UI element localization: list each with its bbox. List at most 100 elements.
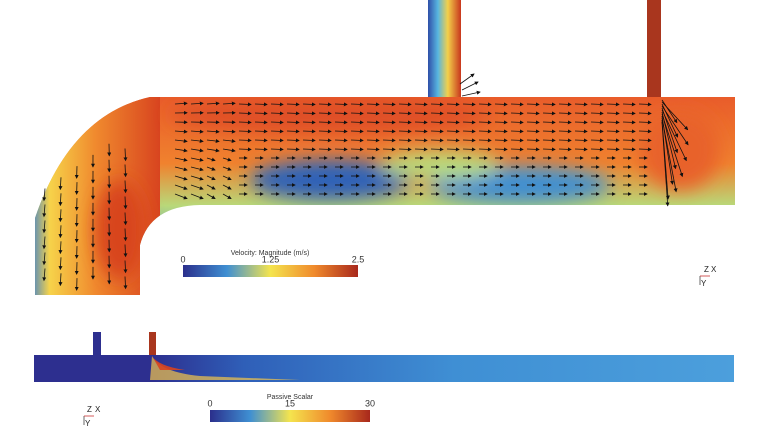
- inlet-pipe: [428, 0, 461, 105]
- inlet-stub: [93, 332, 101, 356]
- flow-arrow: [542, 120, 556, 125]
- flow-arrow: [302, 129, 316, 134]
- flow-arrow: [366, 120, 380, 125]
- flow-arrow: [174, 157, 188, 162]
- flow-arrow: [462, 138, 476, 143]
- flow-arrow: [58, 177, 63, 191]
- flow-arrow: [510, 120, 524, 125]
- flow-arrow: [574, 111, 588, 116]
- flow-arrow: [622, 138, 636, 143]
- flow-arrow: [459, 73, 475, 85]
- flow-arrow: [414, 111, 428, 116]
- flow-arrow: [222, 166, 232, 171]
- scalar-field: [34, 332, 734, 382]
- flow-arrow: [270, 102, 284, 107]
- flow-arrow: [270, 120, 284, 125]
- flow-arrow: [42, 220, 47, 234]
- flow-arrow: [222, 129, 236, 134]
- flow-arrow: [238, 138, 252, 143]
- flow-arrow: [526, 120, 540, 125]
- scalar-plume: [150, 356, 300, 380]
- flow-arrow: [254, 129, 268, 134]
- flow-arrow: [42, 188, 47, 202]
- flow-arrow: [382, 138, 396, 143]
- flow-arrow: [414, 102, 428, 107]
- flow-arrow: [526, 129, 540, 134]
- flow-arrow: [206, 139, 220, 144]
- flow-arrow: [462, 129, 476, 134]
- flow-arrow: [606, 120, 620, 125]
- flow-arrow: [446, 111, 460, 116]
- flow-arrow: [350, 129, 364, 134]
- flow-arrow: [206, 175, 216, 181]
- flow-arrow: [190, 157, 204, 162]
- flow-arrow: [542, 147, 556, 152]
- flow-arrow: [366, 147, 380, 152]
- flow-arrow: [446, 129, 460, 134]
- flow-arrow: [661, 113, 684, 178]
- flow-arrow: [558, 120, 572, 125]
- flow-arrow: [123, 276, 128, 290]
- flow-arrow: [286, 120, 300, 125]
- flow-arrow: [206, 166, 216, 171]
- flow-arrow: [302, 102, 316, 107]
- flow-arrow: [606, 147, 620, 152]
- flow-arrow: [661, 105, 689, 146]
- flow-arrow: [238, 129, 252, 134]
- flow-arrow: [206, 184, 216, 190]
- flow-arrow: [254, 111, 268, 116]
- flow-arrow: [661, 109, 687, 162]
- flow-arrow: [334, 120, 348, 125]
- flow-arrow: [430, 129, 444, 134]
- flow-arrow: [334, 102, 348, 107]
- flow-arrow: [366, 138, 380, 143]
- flow-arrow: [123, 212, 128, 226]
- flow-arrow: [270, 138, 284, 143]
- flow-arrow: [286, 129, 300, 134]
- flow-arrow: [638, 129, 652, 134]
- flow-arrow: [206, 129, 220, 134]
- flow-arrow: [222, 175, 232, 181]
- flow-arrow: [461, 90, 481, 97]
- flow-arrow: [206, 193, 216, 200]
- flow-arrow: [494, 102, 508, 107]
- flow-arrow: [494, 129, 508, 134]
- flow-arrow: [606, 111, 620, 116]
- flow-arrow: [174, 101, 188, 106]
- flow-arrow: [58, 209, 63, 223]
- flow-arrow: [58, 241, 63, 255]
- flow-arrow: [526, 102, 540, 107]
- flow-arrow: [590, 102, 604, 107]
- flow-arrow: [382, 120, 396, 125]
- flow-arrow: [478, 120, 492, 125]
- flow-arrow: [414, 120, 428, 125]
- flow-arrow: [42, 252, 47, 266]
- flow-arrow: [430, 102, 444, 107]
- flow-arrow: [622, 147, 636, 152]
- colorbar-gradient: [210, 410, 370, 422]
- flow-arrow: [58, 225, 63, 239]
- flow-arrow: [558, 129, 572, 134]
- flow-arrow: [42, 268, 47, 282]
- flow-arrow: [462, 102, 476, 107]
- flow-arrow: [462, 147, 476, 152]
- flow-arrow: [382, 147, 396, 152]
- flow-arrow: [238, 102, 252, 107]
- flow-arrow: [446, 120, 460, 125]
- flow-arrow: [270, 111, 284, 116]
- flow-arrow: [622, 102, 636, 107]
- flow-arrow: [494, 111, 508, 116]
- flow-arrow: [622, 129, 636, 134]
- triad-z: Z: [704, 265, 709, 274]
- colorbar-tick-label: 30: [365, 398, 375, 408]
- flow-arrow: [58, 257, 63, 271]
- flow-arrow: [206, 148, 220, 153]
- flow-arrow: [558, 147, 572, 152]
- flow-arrow: [366, 129, 380, 134]
- colorbar-title: Velocity: Magnitude (m/s): [231, 250, 310, 257]
- flow-arrow: [478, 102, 492, 107]
- flow-arrow: [238, 111, 252, 116]
- flow-arrow: [446, 138, 460, 143]
